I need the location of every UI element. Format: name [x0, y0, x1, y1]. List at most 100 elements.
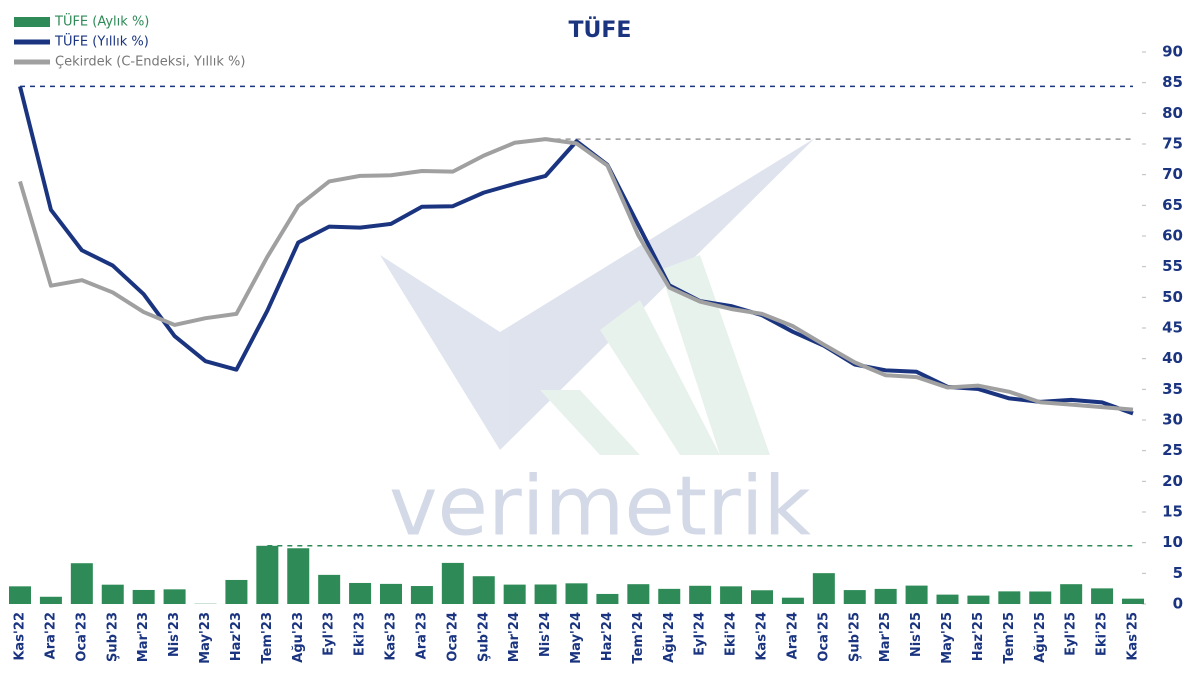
bar [225, 579, 248, 604]
y-tick-label: 65 [1162, 196, 1183, 214]
x-tick-label: Ara'24 [785, 612, 800, 659]
x-tick-label: Eki'25 [1095, 612, 1110, 656]
watermark-logo [380, 138, 815, 455]
y-tick-label: 25 [1162, 441, 1183, 459]
bar [380, 583, 402, 604]
x-tick-label: Ara'23 [414, 612, 429, 659]
bar [596, 593, 619, 604]
logo-stripe [660, 255, 770, 455]
bar [751, 590, 773, 604]
logo-stripe [540, 390, 640, 455]
bar [781, 597, 804, 604]
y-tick-label: 80 [1162, 104, 1183, 122]
x-tick-label: Eki'24 [724, 612, 739, 656]
bar [410, 586, 433, 604]
x-tick-label: Ağu'25 [1033, 612, 1048, 663]
bar [998, 591, 1021, 604]
bar [318, 574, 341, 604]
x-tick-label: Tem'24 [631, 612, 646, 664]
bar [472, 576, 495, 604]
x-tick-label: Nis'23 [167, 612, 182, 657]
y-tick-label: 70 [1162, 165, 1183, 183]
bar [349, 582, 372, 604]
bar [9, 586, 31, 604]
x-tick-label: Şub'23 [105, 612, 120, 662]
bar [534, 584, 557, 604]
y-tick-label: 30 [1162, 411, 1183, 429]
bar [967, 595, 990, 604]
legend-label: TÜFE (Aylık %) [54, 13, 149, 30]
bar [441, 562, 464, 604]
x-tick-label: Kas'23 [384, 612, 399, 661]
x-tick-label: Haz'24 [600, 612, 615, 661]
x-tick-label: Oca'24 [445, 612, 460, 662]
x-tick-label: Eki'23 [353, 612, 368, 656]
y-tick-label: 40 [1162, 349, 1183, 367]
y-tick-label: 0 [1173, 595, 1183, 613]
bar [812, 573, 835, 604]
bar [1091, 588, 1114, 604]
bar [132, 589, 155, 604]
bar [256, 545, 279, 604]
x-tick-label: Kas'24 [755, 612, 770, 661]
logo-check [380, 138, 815, 450]
watermark-text: verimetrik [389, 459, 811, 554]
x-tick-label: Oca'25 [816, 612, 831, 662]
bar [565, 583, 588, 604]
x-tick-label: Ağu'23 [291, 612, 306, 663]
chart-title: TÜFE [569, 17, 632, 43]
x-tick-label: May'24 [569, 612, 584, 664]
bar [1060, 584, 1083, 604]
y-tick-label: 85 [1162, 73, 1183, 91]
y-tick-label: 20 [1162, 472, 1183, 490]
bar [627, 584, 650, 604]
x-tick-label: Oca'23 [74, 612, 89, 662]
bar [720, 586, 743, 604]
y-tick-label: 55 [1162, 257, 1183, 275]
x-tick-label: Kas'25 [1126, 612, 1141, 661]
bar [689, 585, 712, 604]
x-tick-label: Mar'24 [507, 612, 522, 662]
y-tick-label: 35 [1162, 380, 1183, 398]
x-tick-label: Eyl'23 [322, 612, 337, 656]
x-tick-label: Ara'22 [43, 612, 58, 659]
y-tick-label: 15 [1162, 503, 1183, 521]
y-tick-label: 90 [1162, 43, 1183, 61]
line [18, 137, 1134, 412]
bar [874, 588, 897, 604]
x-tick-label: Şub'24 [476, 612, 491, 662]
x-tick-label: Eyl'24 [693, 612, 708, 656]
x-tick-label: Haz'25 [971, 612, 986, 661]
bar [39, 596, 62, 604]
x-tick-label: Mar'23 [136, 612, 151, 662]
x-tick-label: Eyl'25 [1064, 612, 1079, 656]
x-tick-label: Mar'25 [878, 612, 893, 662]
x-tick-label: Ağu'24 [662, 612, 677, 663]
y-tick-label: 10 [1162, 533, 1183, 551]
y-tick-label: 50 [1162, 288, 1183, 306]
legend: TÜFE (Aylık %) TÜFE (Yıllık %) Çekirdek (C… [14, 13, 245, 70]
bar [658, 588, 681, 604]
y-tick-label: 5 [1173, 564, 1183, 582]
bar [1029, 591, 1052, 604]
bar [1122, 598, 1144, 604]
legend-label: TÜFE (Yıllık %) [54, 33, 149, 50]
x-tick-label: Haz'23 [229, 612, 244, 661]
x-tick-label: Nis'25 [909, 612, 924, 657]
bar [905, 585, 928, 604]
x-tick-label: Tem'25 [1002, 612, 1017, 664]
legend-label: Çekirdek (C-Endeksi, Yıllık %) [55, 55, 245, 70]
x-tick-label: Tem'23 [260, 612, 275, 664]
bar [503, 584, 526, 604]
x-tick-label: Nis'24 [538, 612, 553, 657]
x-tick-label: Şub'25 [847, 612, 862, 662]
x-tick-label: Kas'22 [13, 612, 28, 661]
y-tick-label: 60 [1162, 227, 1183, 245]
y-tick-label: 75 [1162, 135, 1183, 153]
bar [843, 590, 866, 604]
bar [101, 584, 124, 604]
x-tick-label: May'23 [198, 612, 213, 664]
bar [936, 594, 959, 604]
bar [287, 548, 310, 604]
